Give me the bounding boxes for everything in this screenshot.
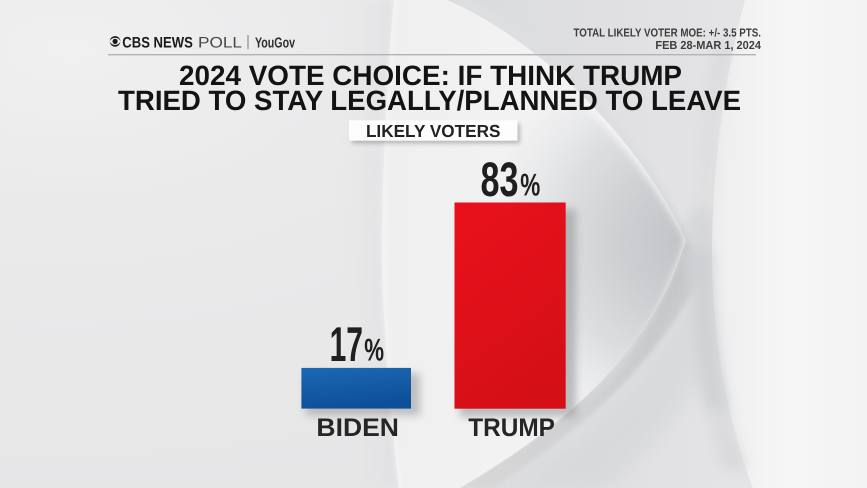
svg-text:FEB 28-MAR 1, 2024: FEB 28-MAR 1, 2024 — [655, 39, 761, 52]
svg-text:YouGov: YouGov — [255, 35, 296, 51]
svg-text:TRUMP: TRUMP — [468, 414, 555, 442]
svg-text:CBS NEWS: CBS NEWS — [122, 34, 193, 51]
svg-text:TOTAL LIKELY VOTER MOE: +/- 3.: TOTAL LIKELY VOTER MOE: +/- 3.5 PTS. — [574, 27, 762, 40]
svg-text:LIKELY VOTERS: LIKELY VOTERS — [366, 121, 501, 141]
svg-text:TRIED TO STAY LEGALLY/PLANNED: TRIED TO STAY LEGALLY/PLANNED TO LEAVE — [118, 85, 741, 116]
svg-text:17: 17 — [330, 318, 363, 372]
svg-text:2024 VOTE CHOICE: IF THINK TRU: 2024 VOTE CHOICE: IF THINK TRUMP — [179, 60, 682, 91]
svg-text:%: % — [364, 332, 384, 368]
svg-text:83: 83 — [481, 153, 519, 207]
svg-text:%: % — [520, 167, 540, 203]
svg-text:POLL: POLL — [198, 34, 242, 51]
svg-text:BIDEN: BIDEN — [316, 414, 399, 442]
